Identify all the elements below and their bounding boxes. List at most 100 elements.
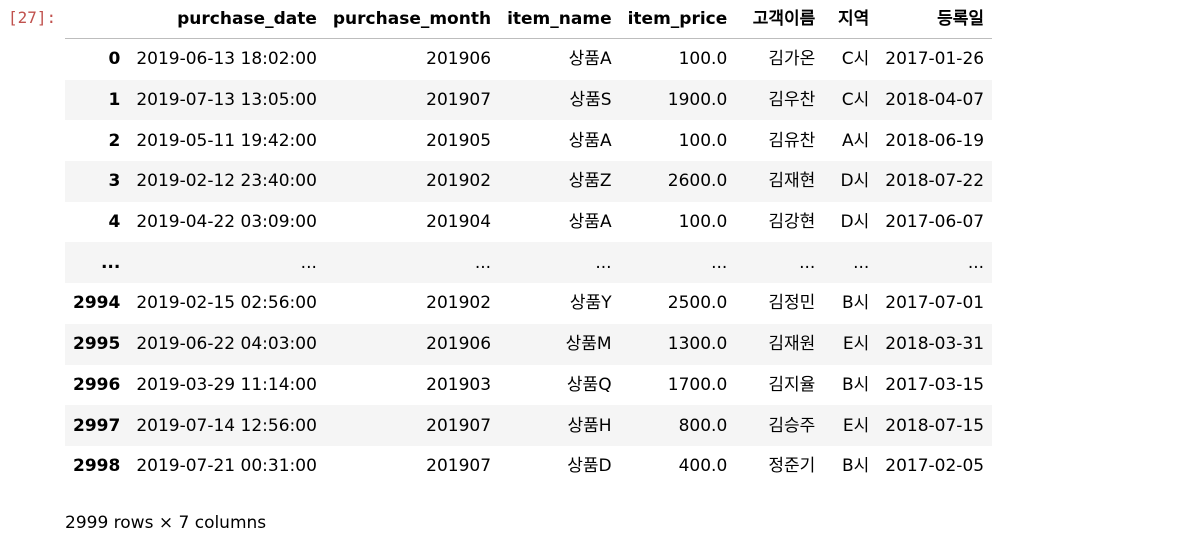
item-price-cell: 100.0	[678, 212, 728, 233]
dataframe-table: purchase_date purchase_month item_name i…	[65, 0, 993, 487]
purchase-month-cell: 201907	[426, 456, 492, 477]
purchase-month-cell: 201902	[426, 293, 492, 314]
purchase-date-cell: ...	[300, 252, 317, 273]
column-header-registration-date: 등록일	[877, 0, 993, 39]
customer-name-cell: 정준기	[768, 456, 816, 477]
purchase-date-cell: 2019-06-22 04:03:00	[136, 334, 317, 355]
dataframe-shape-text: 2999 rows × 7 columns	[65, 513, 267, 533]
region-cell: ...	[853, 252, 870, 273]
region-cell: C시	[841, 90, 870, 111]
customer-name-cell: 김승주	[768, 415, 816, 436]
region-cell: C시	[841, 49, 870, 70]
registration-date-cell: 2017-06-07	[885, 212, 985, 233]
customer-name-cell: ...	[799, 252, 816, 273]
cell-execution-count: [27]:	[8, 8, 57, 27]
registration-date-cell: 2018-07-15	[885, 415, 985, 436]
column-header-item-price: item_price	[619, 0, 736, 39]
region-cell: B시	[841, 456, 870, 477]
table-row: 2998 2019-07-21 00:31:00 201907 상품D 400.0 정준기…	[65, 445, 993, 487]
purchase-month-cell: 201905	[426, 130, 492, 151]
customer-name-cell: 김정민	[768, 293, 816, 314]
row-index: 0	[108, 49, 121, 70]
table-row: 4 2019-04-22 03:09:00 201904 상품A 100.0 김강현 D시 2…	[65, 201, 993, 243]
table-header: purchase_date purchase_month item_name i…	[65, 0, 993, 39]
table-row: 2997 2019-07-14 12:56:00 201907 상품H 800.0 김승주…	[65, 405, 993, 446]
table-body: 0 2019-06-13 18:02:00 201906 상품A 100.0 김가온 C시 2…	[65, 38, 993, 487]
item-price-cell: 1700.0	[667, 374, 728, 395]
row-index: 2997	[73, 415, 121, 436]
table-row: 2996 2019-03-29 11:14:00 201903 상품Q 1700.0 김지…	[65, 364, 993, 406]
row-index: 1	[108, 90, 121, 111]
item-price-cell: 2600.0	[667, 171, 728, 192]
purchase-month-cell: 201907	[426, 415, 492, 436]
region-cell: E시	[842, 334, 870, 355]
purchase-date-cell: 2019-07-21 00:31:00	[136, 456, 317, 477]
table-row: 2 2019-05-11 19:42:00 201905 상품A 100.0 김유찬 A시 2…	[65, 120, 993, 162]
row-index: 2998	[73, 456, 121, 477]
region-cell: E시	[842, 415, 870, 436]
table-row: 2995 2019-06-22 04:03:00 201906 상품M 1300.0 김재…	[65, 323, 993, 365]
customer-name-cell: 김강현	[768, 212, 816, 233]
table-row: 2994 2019-02-15 02:56:00 201902 상품Y 2500.0 김정…	[65, 283, 993, 324]
item-name-cell: 상품Y	[569, 293, 612, 314]
item-name-cell: 상품S	[569, 90, 612, 111]
registration-date-cell: 2017-03-15	[885, 374, 985, 395]
row-index: ...	[100, 252, 121, 273]
item-name-cell: 상품D	[567, 456, 612, 477]
row-index: 2	[108, 130, 121, 151]
registration-date-cell: 2017-02-05	[885, 456, 985, 477]
item-name-cell: 상품A	[568, 212, 612, 233]
item-price-cell: 100.0	[678, 130, 728, 151]
registration-date-cell: 2017-07-01	[885, 293, 985, 314]
item-price-cell: 2500.0	[667, 293, 728, 314]
column-header-customer-name: 고객이름	[735, 0, 824, 39]
region-cell: B시	[841, 293, 870, 314]
customer-name-cell: 김우찬	[768, 90, 816, 111]
table-row: 0 2019-06-13 18:02:00 201906 상품A 100.0 김가온 C시 2…	[65, 38, 993, 80]
purchase-date-cell: 2019-04-22 03:09:00	[136, 212, 317, 233]
region-cell: D시	[840, 212, 870, 233]
registration-date-cell: 2018-06-19	[885, 130, 985, 151]
purchase-date-cell: 2019-07-13 13:05:00	[136, 90, 317, 111]
purchase-month-cell: 201906	[426, 49, 492, 70]
item-name-cell: 상품Z	[568, 171, 612, 192]
row-index: 2994	[73, 293, 121, 314]
column-header-purchase-date: purchase_date	[128, 0, 325, 39]
table-row: ........................	[65, 242, 993, 284]
region-cell: B시	[841, 374, 870, 395]
purchase-date-cell: 2019-05-11 19:42:00	[136, 130, 317, 151]
item-price-cell: 800.0	[678, 415, 728, 436]
purchase-month-cell: 201904	[426, 212, 492, 233]
item-price-cell: ...	[711, 252, 728, 273]
column-header-item-name: item_name	[499, 0, 620, 39]
table-row: 1 2019-07-13 13:05:00 201907 상품S 1900.0 김우찬 C시…	[65, 79, 993, 121]
region-cell: A시	[842, 130, 870, 151]
row-index: 2995	[73, 334, 121, 355]
customer-name-cell: 김재원	[768, 334, 816, 355]
customer-name-cell: 김지율	[768, 374, 816, 395]
purchase-month-cell: 201906	[426, 334, 492, 355]
column-header-region: 지역	[823, 0, 878, 39]
registration-date-cell: ...	[967, 252, 985, 273]
purchase-month-cell: ...	[474, 252, 492, 273]
item-name-cell: 상품A	[568, 130, 612, 151]
item-price-cell: 1900.0	[667, 90, 728, 111]
item-name-cell: 상품Q	[566, 374, 612, 395]
item-price-cell: 400.0	[678, 456, 728, 477]
purchase-month-cell: 201902	[426, 171, 492, 192]
header-row: purchase_date purchase_month item_name i…	[65, 0, 993, 39]
item-name-cell: 상품M	[565, 334, 612, 355]
customer-name-cell: 김유찬	[768, 130, 816, 151]
purchase-date-cell: 2019-03-29 11:14:00	[136, 374, 317, 395]
customer-name-cell: 김재현	[768, 171, 816, 192]
purchase-month-cell: 201903	[426, 374, 492, 395]
registration-date-cell: 2018-07-22	[885, 171, 985, 192]
item-name-cell: 상품H	[567, 415, 612, 436]
column-header-index	[65, 0, 129, 39]
item-name-cell: 상품A	[568, 49, 612, 70]
region-cell: D시	[840, 171, 870, 192]
dataframe-output: purchase_date purchase_month item_name i…	[65, 0, 993, 487]
item-price-cell: 100.0	[678, 49, 728, 70]
purchase-date-cell: 2019-06-13 18:02:00	[136, 49, 317, 70]
table-row: 3 2019-02-12 23:40:00 201902 상품Z 2600.0 김재현 D시…	[65, 161, 993, 202]
